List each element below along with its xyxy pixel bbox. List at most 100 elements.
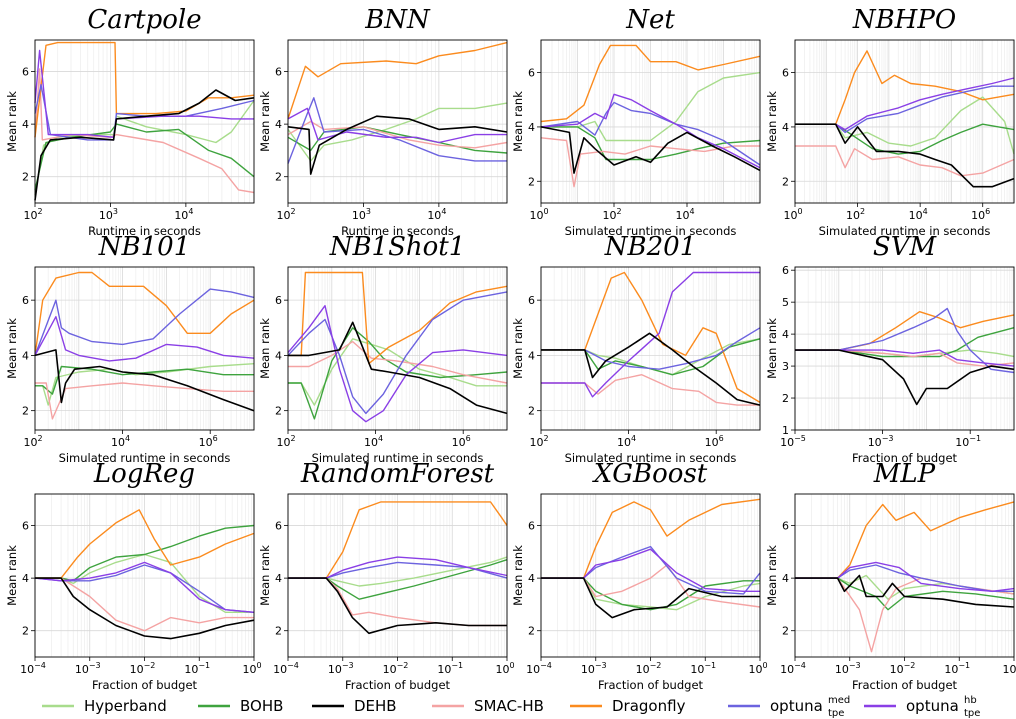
y-axis-label: Mean rank [765, 545, 779, 606]
series-smac-hb [35, 577, 254, 632]
x-tick-label: 10−4 [526, 661, 552, 676]
y-tick-label: 2 [782, 625, 789, 638]
x-axis-label: Fraction of budget [598, 678, 704, 692]
series-dehb [795, 123, 1015, 188]
series-dragonfly [288, 271, 508, 365]
grid [540, 40, 761, 203]
legend-label-dehb: DEHB [354, 697, 397, 715]
panel-bnn: 102 103 104 2 4 6 BNN Runtime in seconds Mean ra… [258, 5, 508, 238]
series-optuna_hb [540, 93, 761, 169]
y-tick-label: 2 [22, 405, 29, 418]
x-tick-label: 104 [364, 434, 383, 449]
grid [794, 40, 1015, 203]
series-dragonfly [288, 501, 508, 579]
panel-title: Cartpole [87, 5, 201, 35]
series-bohb [795, 577, 1015, 611]
legend-label-smac-hb: SMAC-HB [474, 697, 544, 715]
panel-svm: 10−5 10−3 10−1 1 2 3 4 5 6 SVM Fraction of budget M… [765, 232, 1015, 465]
y-tick-label: 4 [275, 349, 282, 362]
x-tick-label: 106 [705, 434, 724, 449]
y-tick-label: 2 [22, 171, 29, 184]
grid [287, 40, 508, 203]
series-dragonfly [35, 509, 255, 579]
y-axis-label: Mean rank [258, 91, 272, 152]
y-tick-label: 4 [782, 572, 789, 585]
x-tick-label: 10−4 [20, 661, 46, 676]
panel-title: NB1Shot1 [329, 232, 466, 262]
x-axis-label: Simulated runtime in seconds [819, 224, 991, 238]
y-tick-label: 6 [275, 294, 282, 307]
x-tick-label: 10−1 [184, 661, 210, 676]
panel-title: Net [625, 5, 675, 35]
x-tick-label: 10−2 [383, 661, 409, 676]
x-tick-label: 10−1 [690, 661, 716, 676]
legend-label-bohb: BOHB [240, 697, 283, 715]
x-axis-label: Fraction of budget [852, 451, 958, 465]
series-bohb [287, 126, 508, 154]
y-tick-label: 5 [782, 296, 789, 309]
x-axis-label: Fraction of budget [852, 678, 958, 692]
series-dragonfly [287, 41, 508, 120]
panel-logreg: 10−4 10−3 10−2 10−1 100 2 4 6 LogReg Fraction of … [5, 459, 262, 692]
x-axis-label: Fraction of budget [92, 678, 198, 692]
y-tick-label: 2 [275, 171, 282, 184]
series-optuna_hb [287, 107, 507, 144]
x-tick-label: 102 [276, 434, 295, 449]
panel-nb101: 102 104 106 2 4 6 NB101 Simulated runtime in se… [5, 232, 255, 465]
x-tick-label: 10−3 [75, 661, 101, 676]
grid [794, 494, 1015, 657]
y-tick-label: 6 [275, 520, 282, 533]
y-tick-label: 2 [782, 392, 789, 405]
y-tick-label: 4 [275, 572, 282, 585]
legend: Hyperband BOHB DEHB SMAC-HB Dragonfly optuna m… [42, 695, 980, 719]
legend-label-optuna_med: optuna [770, 697, 823, 715]
plot-frame [794, 39, 1015, 204]
x-tick-label: 104 [111, 434, 130, 449]
series-dragonfly [34, 271, 255, 356]
x-tick-label: 100 [495, 661, 514, 676]
series-bohb [288, 327, 508, 420]
series-optuna_hb [288, 556, 508, 579]
panel-title: LogReg [93, 459, 195, 489]
plot-area [288, 40, 507, 203]
x-axis-label: Runtime in seconds [341, 224, 454, 238]
series-smac-hb [541, 564, 761, 608]
grid [287, 494, 508, 657]
x-tick-label: 106 [199, 434, 218, 449]
panel-title: SVM [873, 232, 938, 262]
x-tick-label: 104 [174, 207, 193, 222]
series-dehb [288, 321, 508, 415]
series-dragonfly [540, 44, 761, 123]
series-hyperband [795, 96, 1015, 155]
series-smac-hb [288, 340, 508, 384]
legend-sup: hb [964, 695, 977, 706]
series-optuna_med [541, 327, 761, 370]
series-optuna_hb [541, 271, 760, 398]
series-dehb [34, 89, 255, 201]
y-tick-label: 2 [275, 405, 282, 418]
series-smac-hb [541, 374, 760, 406]
legend-sup: med [828, 695, 850, 706]
x-tick-label: 106 [971, 207, 990, 222]
x-tick-label: 10−2 [636, 661, 662, 676]
y-axis-label: Mean rank [5, 91, 19, 152]
panel-title: NB101 [98, 232, 190, 262]
plot-frame [34, 266, 255, 431]
y-tick-label: 4 [275, 118, 282, 131]
panel-title: BNN [364, 5, 431, 35]
legend-sub: tpe [964, 708, 980, 719]
plot-frame [794, 266, 1015, 431]
panel-mlp: 10−4 10−3 10−2 10−1 100 2 4 6 MLP Fraction of bud… [765, 459, 1016, 692]
x-tick-label: 102 [846, 207, 865, 222]
series-optuna_med [34, 564, 255, 613]
plot-area [795, 267, 1014, 430]
plot-frame [540, 39, 761, 204]
x-axis-label: Simulated runtime in seconds [565, 451, 737, 465]
series-dehb [287, 115, 508, 175]
panel-xgboost: 10−4 10−3 10−2 10−1 100 2 4 6 XGBoost Fraction of… [511, 459, 768, 692]
panel-title: RandomForest [300, 459, 495, 489]
y-tick-label: 6 [275, 66, 282, 79]
x-tick-label: 102 [23, 434, 42, 449]
series-smac-hb [35, 382, 254, 420]
y-tick-label: 2 [528, 175, 535, 188]
